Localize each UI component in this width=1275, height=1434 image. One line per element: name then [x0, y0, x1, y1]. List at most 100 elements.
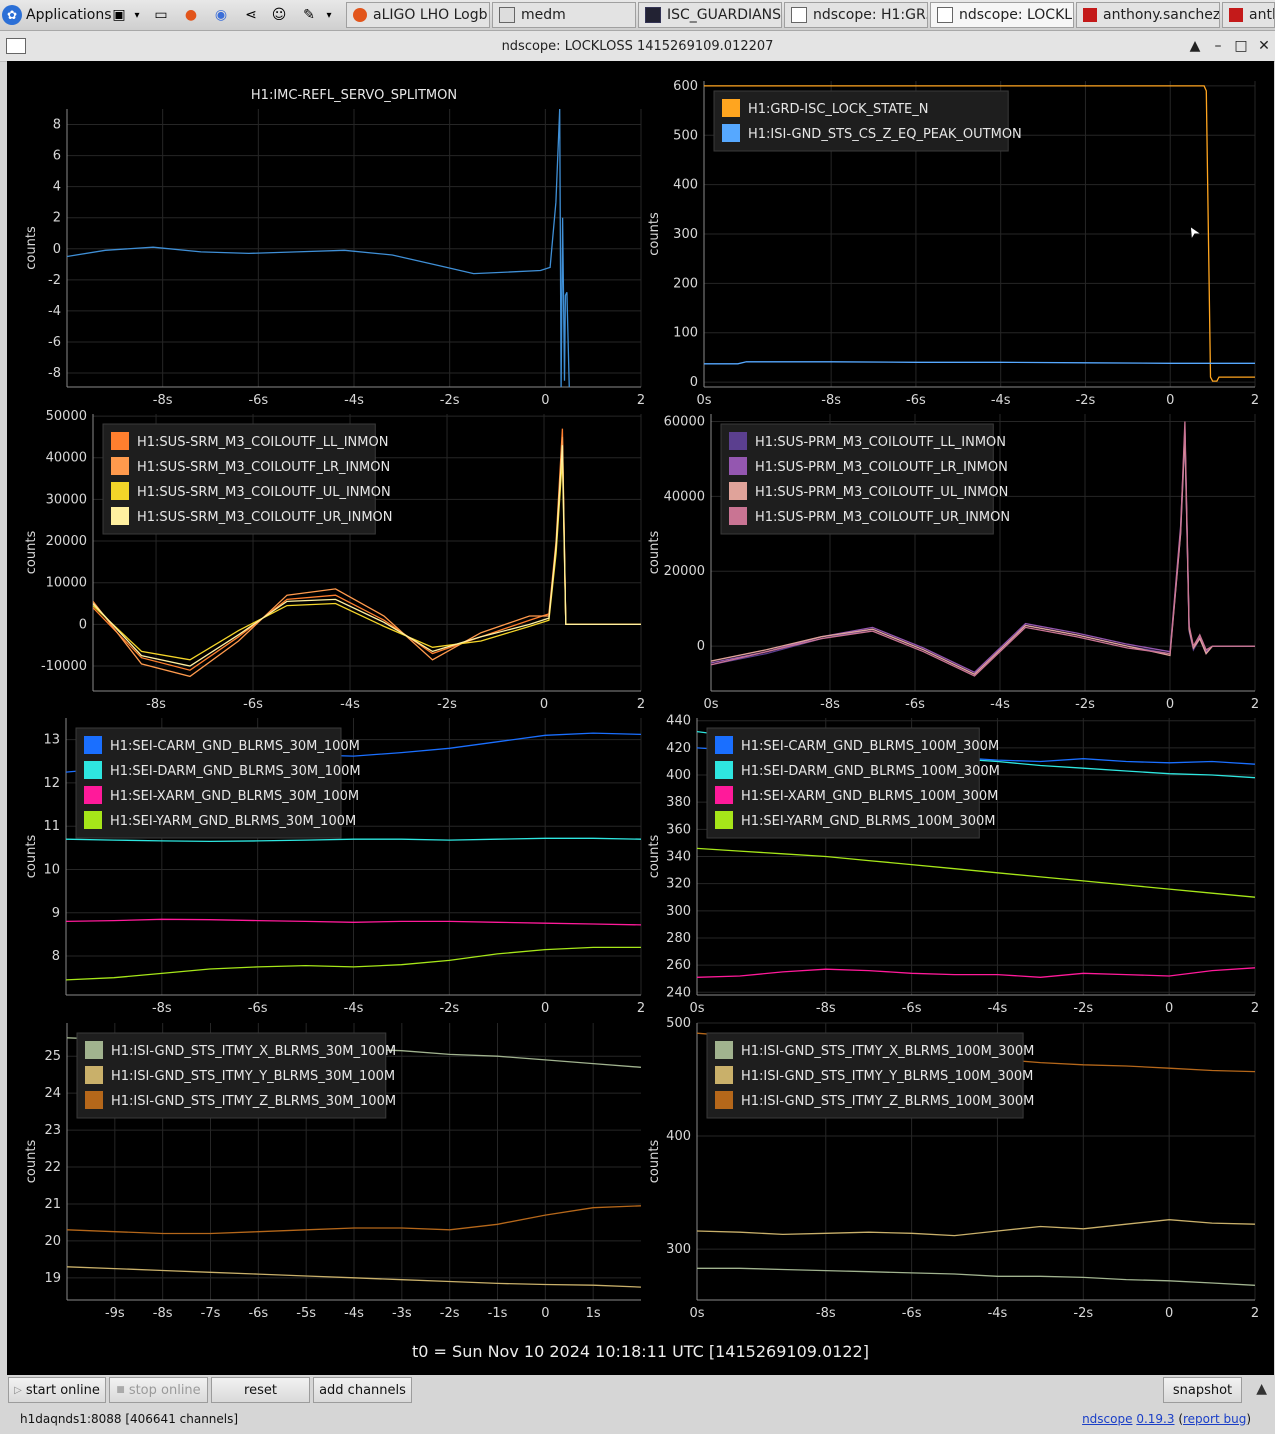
y-tick-label: 22 [44, 1160, 61, 1175]
series-line [93, 457, 641, 661]
legend-label: H1:SEI-XARM_GND_BLRMS_100M_300M [741, 789, 998, 804]
x-tick-label: -2s [440, 1306, 460, 1321]
y-tick-label: 8 [53, 118, 61, 133]
y-tick-label: 0 [79, 617, 87, 632]
legend-swatch [111, 432, 129, 450]
firefox-icon [353, 8, 367, 22]
legend-swatch [715, 736, 733, 754]
task-button[interactable]: anthony.sanchez... [1076, 2, 1220, 28]
x-tick-label: -4s [344, 393, 364, 408]
legend-box [706, 1032, 1024, 1119]
terminal-launcher-icon[interactable]: ▣ [112, 7, 126, 23]
editor-launcher-icon[interactable]: ✎ [303, 7, 315, 23]
chrome-launcher-icon[interactable]: ◉ [214, 7, 228, 23]
task-button[interactable]: ndscope: H1:GR... [784, 2, 928, 28]
task-button[interactable]: ISC_GUARDIANS... [638, 2, 782, 28]
legend-label: H1:GRD-ISC_LOCK_STATE_N [748, 102, 928, 117]
applications-menu[interactable]: ✿ Applications [2, 3, 112, 27]
snapshot-label: snapshot [1172, 1382, 1233, 1398]
window-title: ndscope: LOCKLOSS 1415269109.012207 [501, 39, 774, 54]
legend-swatch [715, 1041, 733, 1059]
x-tick-label: 2 [1251, 1001, 1259, 1016]
y-tick-label: 320 [666, 877, 691, 892]
x-tick-label: 0 [541, 1306, 549, 1321]
shade-icon[interactable]: ▲ [1189, 38, 1201, 54]
share-launcher-icon[interactable]: ⋖ [245, 7, 257, 23]
task-button[interactable]: aLIGO LHO Logb... [346, 2, 490, 28]
x-tick-label: 0 [1165, 1001, 1173, 1016]
legend-label: H1:SEI-XARM_GND_BLRMS_30M_100M [110, 789, 359, 804]
window-menu-icon[interactable] [6, 38, 26, 54]
firefox-launcher-icon[interactable]: ● [184, 7, 198, 23]
ndscope-link[interactable]: ndscope [1082, 1412, 1133, 1426]
window-icon [791, 7, 807, 23]
y-tick-label: 8 [52, 949, 60, 964]
chevron-down-icon[interactable]: ▾ [326, 9, 332, 21]
x-tick-label: 2 [637, 1001, 645, 1016]
y-tick-label: 20000 [664, 564, 705, 579]
legend-box [706, 727, 980, 839]
legend-swatch [715, 1091, 733, 1109]
stop-icon: ■ [116, 1385, 125, 1395]
legend-label: H1:SUS-PRM_M3_COILOUTF_UR_INMON [755, 510, 1010, 525]
legend-swatch [85, 1066, 103, 1084]
x-tick-label: -6s [902, 1001, 922, 1016]
task-button[interactable]: anth [1222, 2, 1275, 28]
x-tick-label: -1s [488, 1306, 508, 1321]
legend-label: H1:SUS-PRM_M3_COILOUTF_LL_INMON [755, 435, 1006, 450]
legend-swatch [729, 457, 747, 475]
y-tick-label: 40000 [46, 451, 87, 466]
legend-label: H1:ISI-GND_STS_ITMY_X_BLRMS_30M_100M [111, 1044, 396, 1059]
legend-label: H1:SEI-YARM_GND_BLRMS_100M_300M [741, 814, 995, 829]
legend-swatch [84, 811, 102, 829]
task-label: ISC_GUARDIANS... [667, 7, 782, 23]
x-tick-label: -4s [990, 697, 1010, 712]
legend-label: H1:ISI-GND_STS_ITMY_Z_BLRMS_100M_300M [741, 1094, 1034, 1109]
x-tick-label: -6s [906, 393, 926, 408]
folder-launcher-icon[interactable]: ▭ [154, 7, 168, 23]
y-tick-label: 500 [673, 128, 698, 143]
task-label: medm [521, 7, 566, 23]
plot-title: H1:IMC-REFL_SERVO_SPLITMON [251, 88, 457, 103]
task-button-active[interactable]: ndscope: LOCKL... [930, 2, 1074, 28]
y-tick-label: 6 [53, 149, 61, 164]
y-tick-label: 260 [666, 958, 691, 973]
legend-swatch [715, 1066, 733, 1084]
legend-swatch [84, 736, 102, 754]
series-line [697, 847, 1255, 898]
x-tick-label: 0 [1166, 697, 1174, 712]
y-axis-label: counts [24, 226, 39, 270]
legend-label: H1:SEI-CARM_GND_BLRMS_100M_300M [741, 739, 999, 754]
stop-online-button[interactable]: ■ stop online [109, 1377, 208, 1403]
legend-box [76, 1032, 387, 1119]
start-online-button[interactable]: ▷ start online [8, 1377, 106, 1403]
y-tick-label: 240 [666, 985, 691, 1000]
y-tick-label: 50000 [46, 409, 87, 424]
users-launcher-icon[interactable]: ☺ [271, 7, 287, 23]
task-button[interactable]: medm [492, 2, 636, 28]
close-icon[interactable]: ✕ [1258, 38, 1270, 54]
version-link[interactable]: 0.19.3 [1136, 1412, 1175, 1426]
collapse-up-icon[interactable]: ▲ [1256, 1381, 1267, 1397]
y-tick-label: 19 [44, 1271, 61, 1286]
x-tick-label: -2s [1073, 1306, 1093, 1321]
report-bug-link[interactable]: report bug [1183, 1412, 1247, 1426]
reset-button[interactable]: reset [211, 1377, 310, 1403]
maximize-icon[interactable]: □ [1234, 38, 1248, 54]
minimize-icon[interactable]: – [1214, 38, 1222, 54]
snapshot-button[interactable]: snapshot [1163, 1377, 1242, 1403]
terminal-icon [1229, 8, 1243, 22]
series-line [67, 1205, 641, 1235]
legend-label: H1:SUS-SRM_M3_COILOUTF_UR_INMON [137, 510, 393, 525]
add-channels-button[interactable]: add channels [313, 1377, 412, 1403]
series-line [697, 1267, 1255, 1286]
series-line [93, 445, 641, 667]
y-tick-label: 60000 [664, 414, 705, 429]
x-tick-label: -6s [905, 697, 925, 712]
chevron-down-icon[interactable]: ▾ [134, 9, 140, 21]
task-label: anth [1249, 7, 1274, 23]
y-tick-label: 24 [44, 1086, 61, 1101]
y-axis-label: counts [24, 1140, 39, 1184]
x-tick-label: 2 [637, 697, 645, 712]
